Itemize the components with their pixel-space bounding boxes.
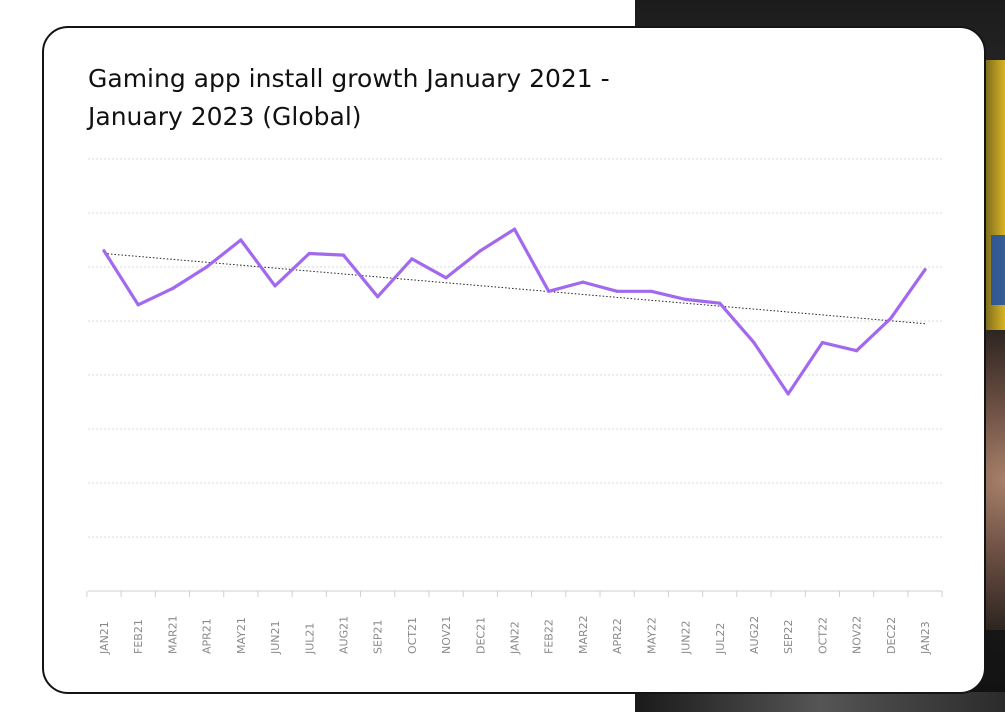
x-tick-label: MAR21: [166, 615, 179, 654]
x-tick-label: JUL22: [714, 623, 727, 655]
data-point: [170, 287, 175, 291]
data-point: [752, 341, 756, 345]
data-point: [341, 253, 346, 257]
data-point: [307, 251, 311, 256]
data-points: [102, 227, 927, 396]
x-tick-label: JUN22: [680, 620, 693, 655]
data-point: [273, 284, 277, 288]
x-tick-label: NOV22: [851, 616, 864, 654]
data-point: [854, 349, 859, 353]
data-point: [683, 297, 688, 301]
x-axis-tick-labels: JAN21 FEB21 MAR21 APR21 MAY21 JUN21 JUL21 AUG21…: [98, 615, 932, 655]
data-point: [923, 268, 927, 272]
x-tick-label: MAR22: [577, 615, 590, 654]
x-tick-label: OCT21: [406, 617, 419, 654]
x-tick-label: AUG21: [337, 616, 350, 654]
background-blue-shape: [991, 235, 1005, 305]
x-tick-label: DEC21: [474, 617, 487, 654]
gridlines: [88, 158, 942, 538]
data-point: [410, 257, 414, 261]
data-point: [649, 289, 653, 293]
data-point: [205, 265, 209, 269]
data-point: [478, 249, 482, 253]
x-tick-label: DEC22: [885, 617, 898, 654]
x-tick-label: NOV21: [440, 616, 453, 654]
x-axis-ticks: [86, 591, 943, 597]
data-point: [820, 341, 824, 345]
background-bottom-strip: [635, 692, 1005, 712]
trendline: [103, 253, 926, 325]
chart-card: Gaming app install growth January 2021 -…: [42, 26, 986, 694]
x-tick-label: JUL21: [303, 623, 316, 655]
x-tick-label: AUG22: [748, 616, 761, 654]
x-tick-label: SEP22: [782, 619, 795, 654]
x-tick-label: APR22: [611, 618, 624, 654]
data-point: [102, 249, 106, 253]
x-tick-label: JAN22: [509, 621, 522, 655]
data-point: [786, 392, 790, 396]
series-line: [102, 227, 927, 396]
x-tick-label: OCT22: [816, 617, 829, 654]
x-tick-label: FEB21: [132, 619, 145, 654]
x-tick-label: FEB22: [543, 619, 556, 654]
data-point: [615, 289, 619, 293]
data-point: [239, 238, 243, 242]
x-tick-label: MAY22: [645, 617, 658, 654]
x-tick-label: JUN21: [269, 620, 282, 655]
x-tick-label: APR21: [201, 618, 214, 654]
x-tick-label: JAN21: [98, 621, 111, 655]
x-tick-label: SEP21: [372, 619, 385, 654]
data-point: [136, 303, 140, 307]
data-point: [718, 301, 722, 305]
data-point: [376, 295, 380, 299]
data-point: [581, 280, 585, 284]
data-point: [512, 227, 517, 231]
chart-title: Gaming app install growth January 2021 -…: [88, 64, 610, 131]
x-tick-label: MAY21: [235, 617, 248, 654]
x-tick-label: JAN23: [919, 621, 932, 655]
data-point: [547, 289, 551, 293]
data-point: [444, 276, 448, 280]
data-point: [889, 316, 893, 320]
